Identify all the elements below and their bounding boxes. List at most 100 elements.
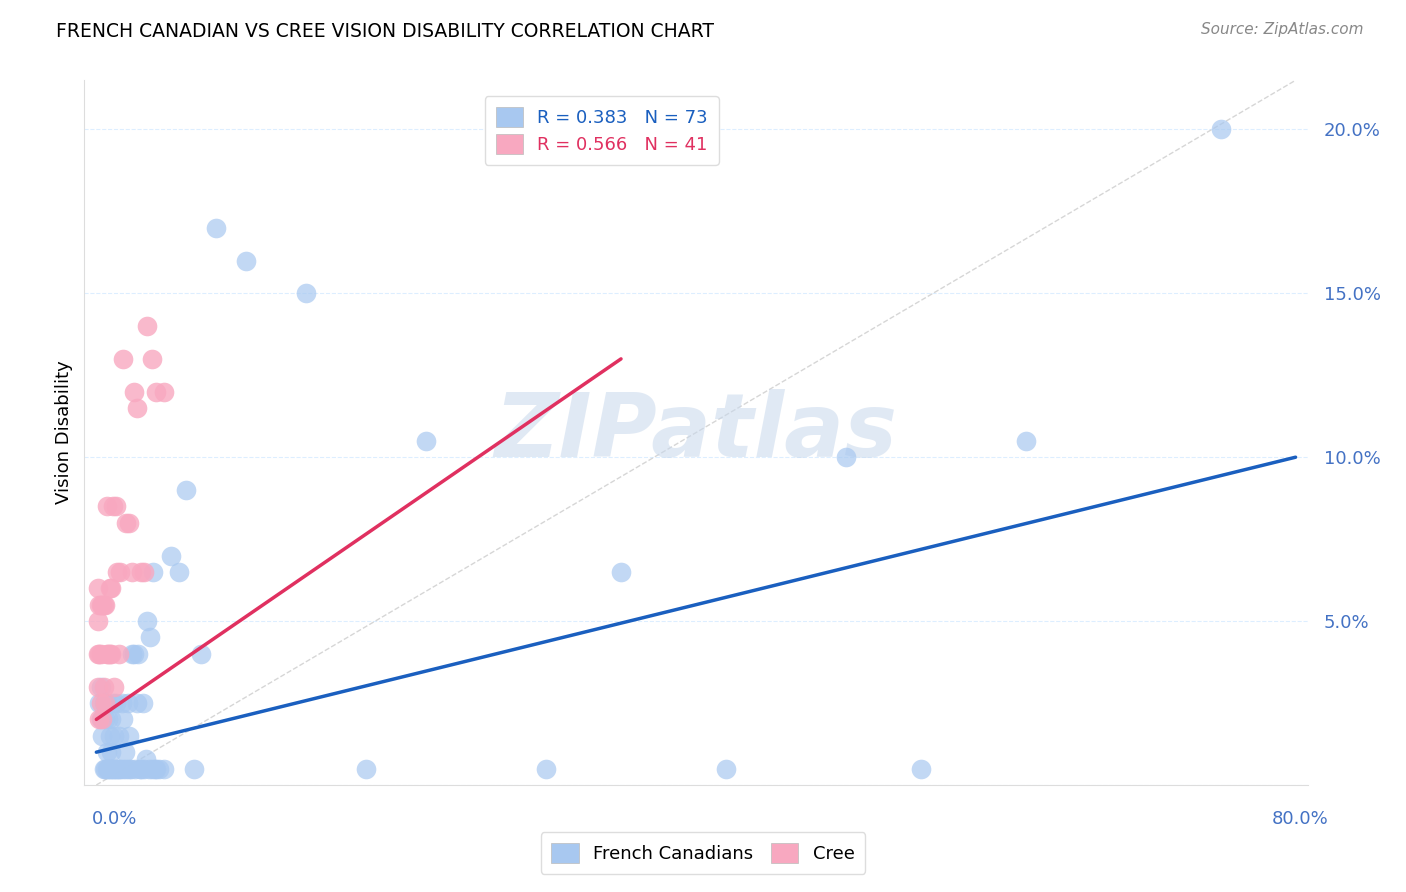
Point (112, 713, 135, 727)
Point (97, 762, 120, 776)
Point (120, 762, 142, 776)
Point (415, 434, 437, 448)
Point (87, 680, 110, 694)
Legend: French Canadians, Cree: French Canadians, Cree (541, 832, 865, 874)
Point (141, 351, 163, 366)
Point (134, 565, 156, 579)
Point (121, 647, 143, 661)
Point (108, 729, 131, 743)
Point (122, 384, 145, 399)
Point (1015, 434, 1038, 448)
Point (98, 762, 121, 776)
Point (235, 253, 257, 268)
Point (101, 696, 124, 710)
Point (96, 696, 118, 710)
Point (143, 762, 166, 776)
Text: Source: ZipAtlas.com: Source: ZipAtlas.com (1201, 22, 1364, 37)
Point (108, 762, 131, 776)
Point (90, 647, 112, 661)
Point (98, 647, 121, 661)
Point (174, 483, 197, 497)
Point (100, 762, 122, 776)
Point (118, 762, 141, 776)
Point (103, 762, 125, 776)
Point (122, 647, 145, 661)
Point (100, 713, 122, 727)
Point (100, 582, 122, 596)
Point (96, 500, 118, 514)
Text: 0.0%: 0.0% (91, 810, 136, 828)
Legend: R = 0.383   N = 73, R = 0.566   N = 41: R = 0.383 N = 73, R = 0.566 N = 41 (485, 96, 718, 165)
Point (97, 647, 120, 661)
Point (100, 745, 122, 759)
Point (90, 713, 112, 727)
Point (93, 598, 115, 612)
Point (153, 384, 176, 399)
Point (94, 762, 117, 776)
Point (118, 729, 141, 743)
Point (112, 351, 135, 366)
Text: 80.0%: 80.0% (1272, 810, 1329, 828)
Point (98, 582, 121, 596)
Point (100, 647, 122, 661)
Point (94, 696, 117, 710)
Point (145, 384, 167, 399)
Point (101, 500, 124, 514)
Point (91, 598, 114, 612)
Point (125, 696, 148, 710)
Point (115, 516, 138, 530)
Point (128, 762, 150, 776)
Point (87, 582, 110, 596)
Point (125, 401, 148, 415)
Point (90, 598, 112, 612)
Point (141, 762, 163, 776)
Point (148, 762, 170, 776)
Point (134, 762, 156, 776)
Point (93, 762, 115, 776)
Point (104, 500, 127, 514)
Point (89, 696, 111, 710)
Point (91, 729, 114, 743)
Point (121, 565, 143, 579)
Point (110, 762, 132, 776)
Point (111, 696, 134, 710)
Point (110, 565, 132, 579)
Point (93, 680, 115, 694)
Point (101, 762, 124, 776)
Point (87, 614, 110, 628)
Point (132, 696, 155, 710)
Point (103, 680, 125, 694)
Point (127, 647, 149, 661)
Point (96, 762, 118, 776)
Point (104, 762, 127, 776)
Point (190, 647, 212, 661)
Point (90, 680, 112, 694)
Point (90, 696, 112, 710)
Point (115, 762, 138, 776)
Point (714, 762, 737, 776)
Point (131, 762, 153, 776)
Point (104, 696, 127, 710)
Point (93, 696, 115, 710)
Point (910, 762, 932, 776)
Point (118, 516, 141, 530)
Point (205, 220, 228, 235)
Point (105, 565, 128, 579)
Point (97, 713, 120, 727)
Point (835, 450, 858, 465)
Point (167, 565, 190, 579)
Point (131, 565, 153, 579)
Point (94, 598, 117, 612)
Point (160, 549, 183, 563)
Point (103, 729, 125, 743)
Y-axis label: Vision Disability: Vision Disability (55, 360, 73, 505)
Point (136, 319, 159, 334)
Point (145, 762, 167, 776)
Point (108, 647, 131, 661)
Point (117, 696, 139, 710)
Point (1209, 122, 1232, 136)
Point (89, 598, 111, 612)
Point (153, 762, 176, 776)
Text: FRENCH CANADIAN VS CREE VISION DISABILITY CORRELATION CHART: FRENCH CANADIAN VS CREE VISION DISABILIT… (56, 22, 714, 41)
Point (135, 752, 157, 766)
